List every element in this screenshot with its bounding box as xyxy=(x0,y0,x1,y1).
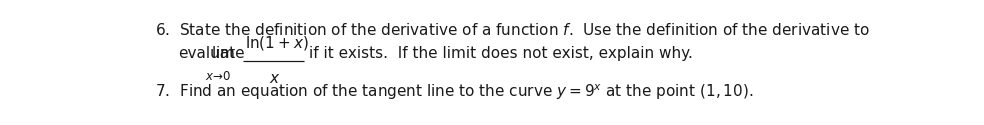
Text: 7.  Find an equation of the tangent line to the curve $y = 9^{x}$ at the point $: 7. Find an equation of the tangent line … xyxy=(155,82,754,102)
Text: if it exists.  If the limit does not exist, explain why.: if it exists. If the limit does not exis… xyxy=(309,46,693,61)
Text: $x$: $x$ xyxy=(270,71,281,86)
Text: $\ln(1+x)$: $\ln(1+x)$ xyxy=(245,34,309,52)
Text: $x\!\to\!0$: $x\!\to\!0$ xyxy=(206,70,232,83)
Text: evaluate: evaluate xyxy=(178,46,245,61)
Text: 6.  State the definition of the derivative of a function $f$.  Use the definitio: 6. State the definition of the derivativ… xyxy=(155,22,870,38)
Text: $\lim$: $\lim$ xyxy=(211,46,235,62)
